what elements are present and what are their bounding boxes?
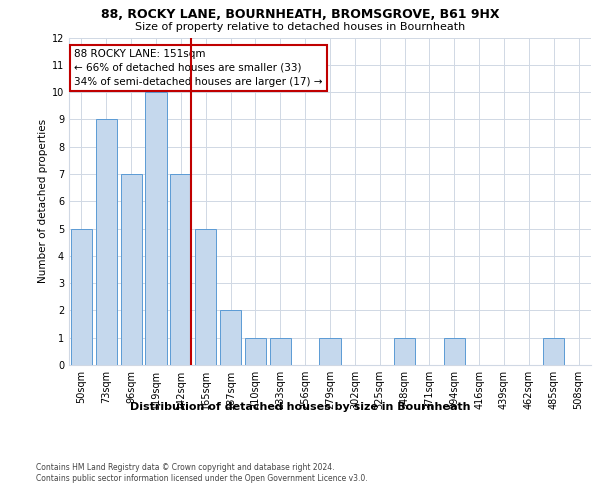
Text: Distribution of detached houses by size in Bournheath: Distribution of detached houses by size … <box>130 402 470 412</box>
Bar <box>444 338 465 365</box>
Bar <box>170 174 191 365</box>
Bar <box>394 338 415 365</box>
Bar <box>71 228 92 365</box>
Bar <box>96 120 117 365</box>
Bar <box>543 338 564 365</box>
Bar <box>121 174 142 365</box>
Bar <box>245 338 266 365</box>
Bar <box>319 338 341 365</box>
Text: Size of property relative to detached houses in Bournheath: Size of property relative to detached ho… <box>135 22 465 32</box>
Bar <box>270 338 291 365</box>
Bar <box>195 228 216 365</box>
Bar <box>145 92 167 365</box>
Text: Contains HM Land Registry data © Crown copyright and database right 2024.: Contains HM Land Registry data © Crown c… <box>36 462 335 471</box>
Text: 88 ROCKY LANE: 151sqm
← 66% of detached houses are smaller (33)
34% of semi-deta: 88 ROCKY LANE: 151sqm ← 66% of detached … <box>74 49 323 87</box>
Text: Contains public sector information licensed under the Open Government Licence v3: Contains public sector information licen… <box>36 474 368 483</box>
Bar <box>220 310 241 365</box>
Text: 88, ROCKY LANE, BOURNHEATH, BROMSGROVE, B61 9HX: 88, ROCKY LANE, BOURNHEATH, BROMSGROVE, … <box>101 8 499 20</box>
Y-axis label: Number of detached properties: Number of detached properties <box>38 119 47 284</box>
